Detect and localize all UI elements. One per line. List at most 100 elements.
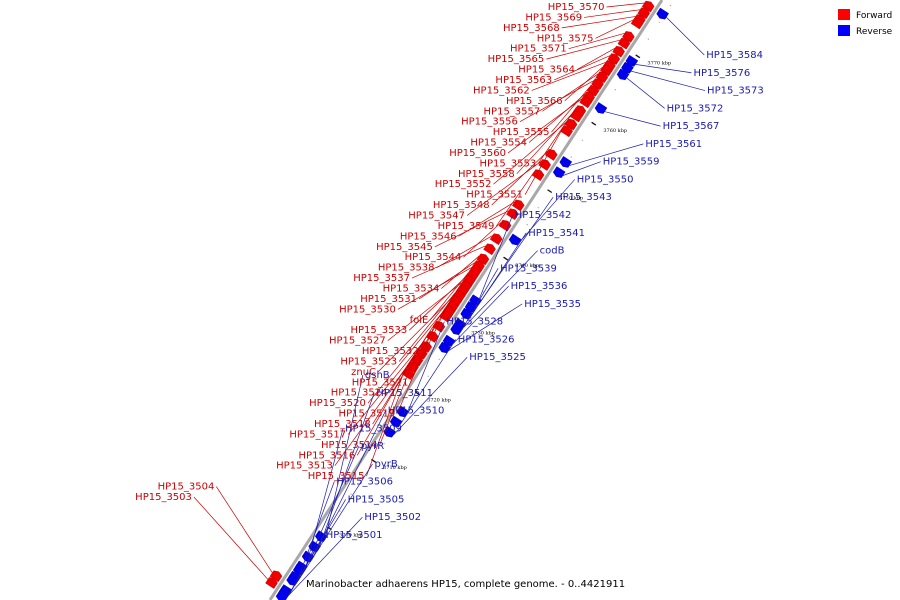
gene-leader — [298, 463, 373, 581]
gene-label: HP15_3575 — [537, 33, 594, 44]
gene-label: HP15_3573 — [707, 86, 764, 97]
gene-label: HP15_3513 — [276, 461, 333, 472]
legend-reverse-label: Reverse — [856, 27, 893, 37]
gene-leader — [324, 374, 364, 540]
gene-label: HP15_3524 — [331, 388, 388, 399]
gene-label: HP15_3511 — [376, 388, 433, 399]
gene-leader — [396, 323, 436, 414]
gene-leader — [397, 266, 473, 310]
gene-label: HP15_3549 — [438, 221, 495, 232]
gene-leader — [317, 392, 375, 550]
gene-label: HP15_3570 — [548, 2, 605, 13]
gene-label: HP15_3514 — [321, 440, 378, 451]
gene-leader — [377, 297, 453, 373]
gene-label: HP15_3504 — [158, 482, 215, 493]
gene-leader — [379, 350, 419, 446]
tick-mark — [591, 121, 597, 126]
gene-label: HP15_3553 — [480, 158, 537, 169]
gene-leader — [491, 151, 548, 206]
gene-label: gshB — [365, 370, 390, 381]
gene-arrow — [508, 233, 522, 246]
gene-label: HP15_3501 — [326, 530, 383, 541]
gene-arrow — [476, 253, 490, 266]
gene-leader — [466, 161, 542, 216]
tick-guide-dot — [658, 21, 660, 23]
label-leaders — [193, 2, 706, 600]
gene-leader — [630, 70, 706, 91]
gene-label: HP15_3535 — [524, 299, 581, 310]
gene-label: HP15_3530 — [339, 304, 396, 315]
gene-arrow — [564, 118, 578, 131]
gene-leader — [311, 410, 387, 561]
gene-leader — [288, 516, 363, 596]
gene-label: HP15_3534 — [383, 283, 440, 294]
tick-label: 3730 kbp — [471, 330, 495, 336]
gene-arrow — [600, 64, 613, 77]
gene-label: HP15_3571 — [510, 44, 567, 55]
gene-arrow — [586, 84, 600, 97]
gene-arrow — [594, 102, 608, 114]
gene-label: HP15_3536 — [511, 281, 568, 292]
tick-guide-dot — [669, 4, 671, 7]
gene-leader — [302, 445, 360, 574]
gene-leader — [411, 245, 487, 279]
gene-label: HP15_3537 — [353, 273, 410, 284]
gene-arrow — [570, 110, 583, 123]
gene-arrow — [511, 199, 525, 212]
gene-arrow — [531, 169, 545, 181]
gene-leader — [496, 171, 535, 227]
gene-leader — [546, 39, 621, 60]
tick-label: 3770 kbp — [647, 61, 671, 67]
backbone-line — [268, 0, 664, 600]
tick-guide-dot — [438, 358, 440, 361]
gene-label: HP15_3563 — [495, 75, 552, 86]
tick-guide-dot — [482, 291, 484, 293]
gene-label: HP15_3565 — [488, 54, 545, 65]
gene-leader — [420, 287, 459, 352]
gene-label: HP15_3528 — [446, 317, 503, 328]
gene-leader — [436, 235, 493, 268]
gene-arrow — [498, 219, 512, 232]
gene-label: HP15_3527 — [329, 336, 386, 347]
gene-label: HP15_3576 — [693, 68, 750, 79]
gene-leader — [524, 127, 564, 195]
gene-leader — [392, 356, 468, 436]
gene-label: HP15_3561 — [645, 139, 702, 150]
gene-label: HP15_3545 — [376, 242, 433, 253]
genome-backbone — [268, 0, 664, 600]
gene-label: HP15_3503 — [135, 492, 192, 503]
gene-label: HP15_3519 — [339, 409, 396, 420]
gene-label: HP15_3552 — [435, 179, 492, 190]
gene-label: HP15_3547 — [408, 211, 465, 222]
gene-leader — [367, 312, 443, 404]
gene-label: HP15_3505 — [348, 494, 405, 505]
gene-label: HP15_3562 — [473, 85, 530, 96]
tick-guide-dot — [383, 443, 385, 445]
gene-label: HP15_3543 — [555, 192, 612, 203]
gene-label: HP15_3572 — [667, 103, 724, 114]
gene-leader — [285, 534, 325, 600]
gene-label: HP15_3557 — [484, 106, 541, 117]
gene-label: HP15_3523 — [340, 356, 397, 367]
gene-label: HP15_3517 — [289, 429, 346, 440]
gene-arrow — [630, 17, 644, 30]
gene-label: HP15_3541 — [528, 228, 585, 239]
gene-arrow — [607, 53, 621, 65]
gene-label: pyrB — [374, 459, 397, 470]
gene-label: HP15_3566 — [506, 96, 563, 107]
gene-leader — [434, 210, 510, 248]
legend: Forward Reverse — [838, 9, 893, 37]
gene-leader — [551, 87, 590, 133]
gene-arrow — [489, 233, 503, 246]
gene-label: HP15_3559 — [603, 157, 660, 168]
gene-arrow — [591, 78, 604, 90]
gene-label: HP15_3518 — [314, 419, 371, 430]
gene-leader — [295, 481, 335, 584]
tick-guide-dot — [581, 139, 583, 141]
gene-label: HP15_3548 — [433, 200, 490, 211]
gene-label: HP15_3584 — [706, 50, 763, 61]
gene-arrow — [483, 243, 496, 256]
legend-forward-swatch — [838, 9, 850, 20]
gene-label: HP15_3546 — [400, 231, 457, 242]
